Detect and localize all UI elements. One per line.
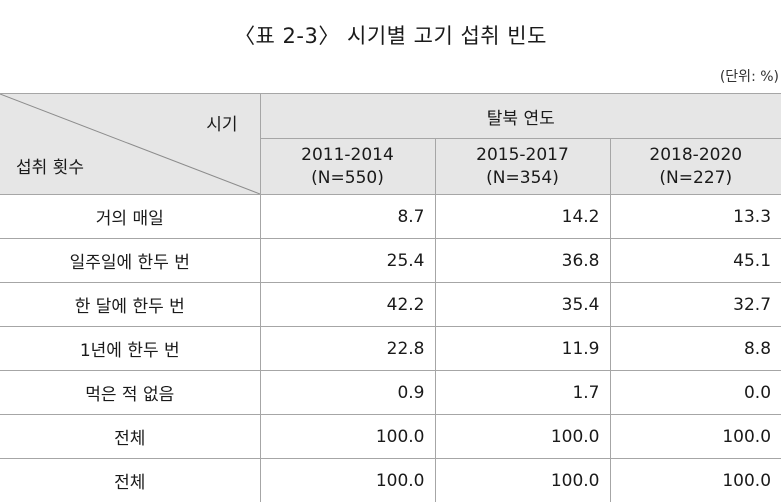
table-row: 먹은 적 없음 0.9 1.7 0.0 xyxy=(0,370,781,415)
table-cell: 42.2 xyxy=(259,282,436,327)
row-label: 일주일에 한두 번 xyxy=(0,238,261,283)
table-cell: 13.3 xyxy=(609,194,781,239)
period-header: 2018-2020 (N=227) xyxy=(609,138,781,195)
table-row: 1년에 한두 번 22.8 11.9 8.8 xyxy=(0,326,781,371)
table-cell: 32.7 xyxy=(609,282,781,327)
period-range: 2011-2014 xyxy=(301,144,394,165)
table-row: 전체 100.0 100.0 100.0 xyxy=(0,414,781,459)
table-cell: 36.8 xyxy=(434,238,611,283)
corner-label-frequency: 섭취 횟수 xyxy=(16,158,84,178)
period-header: 2015-2017 (N=354) xyxy=(434,138,611,195)
row-label: 전체 xyxy=(0,458,261,502)
table-cell: 11.9 xyxy=(434,326,611,371)
table-cell: 35.4 xyxy=(434,282,611,327)
row-label: 거의 매일 xyxy=(0,194,261,239)
table-cell: 100.0 xyxy=(609,414,781,459)
table-cell: 25.4 xyxy=(259,238,436,283)
table-cell: 1.7 xyxy=(434,370,611,415)
corner-label-period: 시기 xyxy=(206,115,238,135)
table-cell: 100.0 xyxy=(434,414,611,459)
row-label: 전체 xyxy=(0,414,261,459)
table-row: 전체 100.0 100.0 100.0 xyxy=(0,458,781,502)
table-cell: 14.2 xyxy=(434,194,611,239)
table-cell: 0.0 xyxy=(609,370,781,415)
period-range: 2015-2017 xyxy=(476,144,569,165)
table-row: 거의 매일 8.7 14.2 13.3 xyxy=(0,194,781,239)
row-label: 1년에 한두 번 xyxy=(0,326,261,371)
table-cell: 100.0 xyxy=(259,458,436,502)
row-label: 한 달에 한두 번 xyxy=(0,282,261,327)
table-cell: 0.9 xyxy=(259,370,436,415)
table-cell: 100.0 xyxy=(434,458,611,502)
row-label: 먹은 적 없음 xyxy=(0,370,261,415)
table-cell: 22.8 xyxy=(259,326,436,371)
table-cell: 100.0 xyxy=(259,414,436,459)
period-n: (N=550) xyxy=(311,167,384,188)
group-header-defection-year: 탈북 연도 xyxy=(259,93,781,139)
table-row: 일주일에 한두 번 25.4 36.8 45.1 xyxy=(0,238,781,283)
table-title: 〈표 2-3〉 시기별 고기 섭취 빈도 xyxy=(234,24,547,48)
period-n: (N=227) xyxy=(659,167,733,188)
period-header: 2011-2014 (N=550) xyxy=(260,138,436,195)
period-n: (N=354) xyxy=(486,167,559,188)
unit-label: (단위: %) xyxy=(719,69,779,85)
corner-header-cell: 시기 섭취 횟수 xyxy=(0,93,261,195)
table-cell: 45.1 xyxy=(609,238,781,283)
table-cell: 8.8 xyxy=(609,326,781,371)
table-cell: 8.7 xyxy=(259,194,436,239)
diagonal-divider xyxy=(0,94,260,194)
table-row: 한 달에 한두 번 42.2 35.4 32.7 xyxy=(0,282,781,327)
table-cell: 100.0 xyxy=(609,458,781,502)
period-range: 2018-2020 xyxy=(649,144,743,165)
frequency-table: 시기 섭취 횟수 탈북 연도 2011-2014 (N=550) 2015-20… xyxy=(0,93,781,502)
